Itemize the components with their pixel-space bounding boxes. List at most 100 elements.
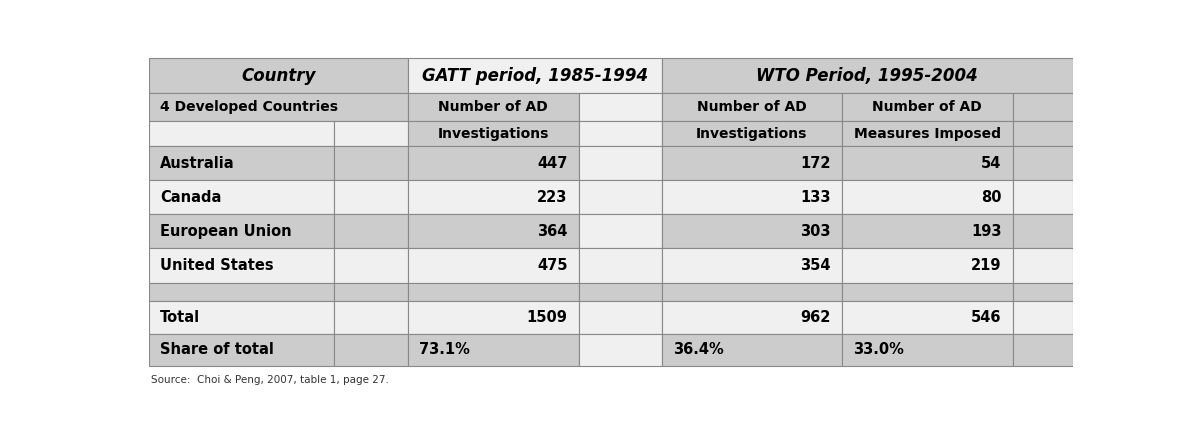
Bar: [408, 58, 662, 93]
Bar: [149, 301, 334, 334]
Bar: [842, 334, 1013, 366]
Text: 475: 475: [536, 258, 567, 273]
Text: 133: 133: [800, 190, 831, 205]
Bar: [334, 301, 408, 334]
Text: WTO Period, 1995-2004: WTO Period, 1995-2004: [757, 67, 979, 85]
Bar: [1013, 93, 1073, 121]
Bar: [842, 93, 1013, 121]
Text: 80: 80: [981, 190, 1001, 205]
Text: United States: United States: [160, 258, 274, 273]
Bar: [408, 214, 578, 248]
Text: GATT period, 1985-1994: GATT period, 1985-1994: [422, 67, 647, 85]
Bar: [662, 58, 1073, 93]
Bar: [842, 214, 1013, 248]
Text: 219: 219: [971, 258, 1001, 273]
Bar: [1013, 334, 1073, 366]
Text: 962: 962: [800, 310, 831, 325]
Text: Country: Country: [241, 67, 316, 85]
Bar: [408, 121, 578, 146]
Bar: [149, 214, 334, 248]
Text: European Union: European Union: [160, 224, 292, 239]
Text: 546: 546: [971, 310, 1001, 325]
Bar: [662, 283, 842, 301]
Bar: [149, 58, 408, 93]
Bar: [408, 248, 578, 283]
Bar: [662, 121, 842, 146]
Bar: [334, 146, 408, 180]
Text: Source:  Choi & Peng, 2007, table 1, page 27.: Source: Choi & Peng, 2007, table 1, page…: [151, 374, 389, 385]
Text: Canada: Canada: [160, 190, 222, 205]
Bar: [842, 248, 1013, 283]
Bar: [662, 93, 842, 121]
Bar: [1013, 301, 1073, 334]
Text: 354: 354: [800, 258, 831, 273]
Bar: [578, 121, 662, 146]
Text: 172: 172: [800, 155, 831, 170]
Bar: [842, 121, 1013, 146]
Bar: [408, 334, 578, 366]
Text: Total: Total: [160, 310, 200, 325]
Text: 447: 447: [538, 155, 567, 170]
Bar: [842, 283, 1013, 301]
Bar: [842, 301, 1013, 334]
Bar: [662, 146, 842, 180]
Bar: [578, 214, 662, 248]
Bar: [334, 180, 408, 214]
Bar: [662, 301, 842, 334]
Bar: [334, 248, 408, 283]
Text: Australia: Australia: [160, 155, 235, 170]
Text: Number of AD: Number of AD: [697, 100, 807, 114]
Bar: [334, 214, 408, 248]
Text: Number of AD: Number of AD: [439, 100, 548, 114]
Text: Measures Imposed: Measures Imposed: [853, 127, 1001, 141]
Text: 54: 54: [981, 155, 1001, 170]
Text: 364: 364: [538, 224, 567, 239]
Bar: [662, 334, 842, 366]
Text: 4 Developed Countries: 4 Developed Countries: [160, 100, 339, 114]
Text: 223: 223: [538, 190, 567, 205]
Bar: [408, 283, 578, 301]
Text: 193: 193: [971, 224, 1001, 239]
Text: 33.0%: 33.0%: [853, 343, 904, 357]
Bar: [578, 283, 662, 301]
Bar: [149, 93, 408, 121]
Text: 1509: 1509: [527, 310, 567, 325]
Bar: [1013, 283, 1073, 301]
Bar: [334, 121, 408, 146]
Text: Investigations: Investigations: [696, 127, 807, 141]
Bar: [662, 214, 842, 248]
Bar: [842, 180, 1013, 214]
Text: Number of AD: Number of AD: [873, 100, 982, 114]
Text: 36.4%: 36.4%: [672, 343, 724, 357]
Bar: [334, 334, 408, 366]
Bar: [1013, 248, 1073, 283]
Bar: [1013, 146, 1073, 180]
Bar: [662, 180, 842, 214]
Bar: [578, 93, 662, 121]
Bar: [662, 248, 842, 283]
Bar: [408, 146, 578, 180]
Bar: [578, 180, 662, 214]
Text: Share of total: Share of total: [160, 343, 274, 357]
Text: 73.1%: 73.1%: [418, 343, 470, 357]
Bar: [149, 334, 334, 366]
Bar: [408, 93, 578, 121]
Bar: [578, 146, 662, 180]
Bar: [149, 248, 334, 283]
Bar: [1013, 214, 1073, 248]
Bar: [149, 180, 334, 214]
Bar: [1013, 180, 1073, 214]
Bar: [149, 121, 334, 146]
Bar: [149, 146, 334, 180]
Bar: [334, 283, 408, 301]
Bar: [578, 301, 662, 334]
Bar: [408, 301, 578, 334]
Text: 303: 303: [800, 224, 831, 239]
Bar: [408, 180, 578, 214]
Bar: [842, 146, 1013, 180]
Bar: [149, 283, 334, 301]
Bar: [1013, 121, 1073, 146]
Text: Investigations: Investigations: [437, 127, 548, 141]
Bar: [578, 334, 662, 366]
Bar: [578, 248, 662, 283]
